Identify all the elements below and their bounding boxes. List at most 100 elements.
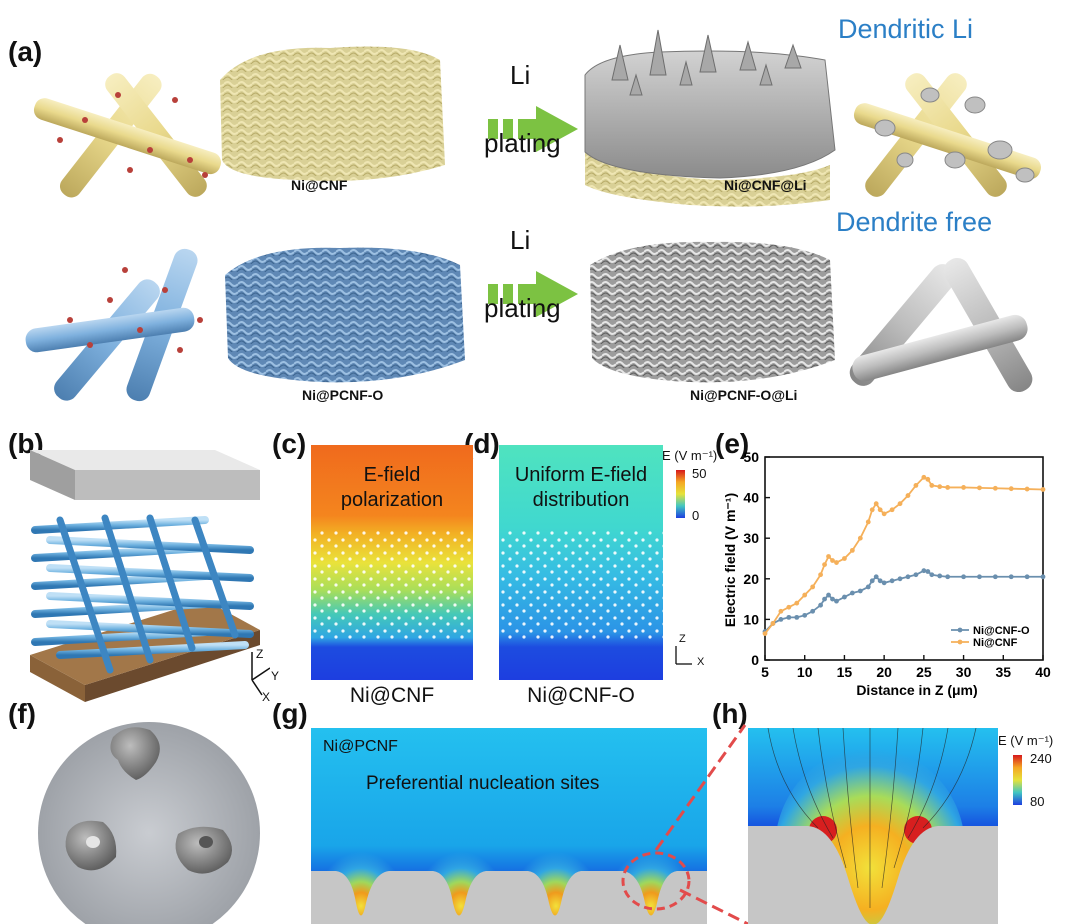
panel-label-c: (c) [272,428,307,459]
y-tick-label: 20 [743,571,759,587]
colorbar-d-title: E (V m⁻¹) [662,448,718,463]
series-point-0 [889,578,895,584]
y-tick-label: 10 [743,611,759,627]
panel-b-illustration [30,450,270,702]
x-tick-label: 15 [837,664,853,680]
arrow2-bottom-label: plating [484,293,561,323]
panel-g-field-map [311,728,707,924]
dendritic-li-title: Dendritic Li [838,14,974,44]
series-point-1 [889,507,895,513]
series-point-1 [881,511,887,517]
series-point-1 [925,476,931,482]
panel-label-h: (h) [712,698,748,729]
y-tick-label: 50 [743,449,759,465]
plating-arrow-2 [488,271,578,317]
arrow1-bottom-label: plating [484,128,561,158]
series-point-0 [992,574,998,580]
series-point-1 [849,547,855,553]
axis-d-x: X [697,656,705,668]
series-point-0 [921,568,927,574]
axis-d-z: Z [679,633,686,645]
series-point-1 [786,604,792,610]
panel-d-caption: Ni@CNF-O [527,684,635,707]
ni-cnf-li-caption: Ni@CNF@Li [724,177,807,193]
blue-fiber-triangle [25,248,203,402]
series-point-0 [778,617,784,622]
series-point-0 [977,574,982,580]
x-tick-label: 35 [995,664,1011,680]
series-point-0 [857,588,863,594]
series-point-1 [762,631,768,637]
y-tick-label: 40 [743,490,759,506]
y-tick-label: 30 [743,530,759,546]
colorbar-h-min: 80 [1030,794,1045,809]
colorbar-h [1013,755,1022,805]
series-point-0 [1024,574,1030,580]
series-point-0 [826,592,831,598]
legend-marker-0 [957,627,963,633]
series-point-1 [905,493,911,498]
series-point-0 [834,598,839,604]
panel-label-f: (f) [8,698,36,729]
dendritic-fiber-triangle [853,73,1042,197]
series-line-0 [764,569,1043,633]
series-point-0 [1040,574,1046,580]
axis-b-y: Y [271,669,280,683]
ni-pcnf-o-li-caption: Ni@PCNF-O@Li [690,387,798,403]
series-point-0 [822,596,827,602]
series-point-1 [977,485,982,491]
series-point-1 [802,592,808,598]
ni-cnf-mat [220,46,445,181]
y-tick-label: 0 [751,652,759,668]
arrow1-top-label: Li [510,60,531,90]
series-point-1 [937,484,943,490]
series-point-1 [929,483,935,488]
yellow-fiber-triangle [33,73,222,198]
series-point-0 [937,573,943,579]
series-point-1 [794,600,800,606]
dendrite-free-title: Dendrite free [836,207,993,237]
series-point-0 [929,572,935,578]
x-tick-label: 20 [876,664,892,680]
series-point-1 [897,501,903,507]
series-point-0 [905,574,911,580]
series-point-1 [826,554,831,559]
legend-label-1: Ni@CNF [973,637,1018,649]
series-point-0 [842,594,847,600]
series-point-1 [810,584,816,590]
colorbar-d-min: 0 [692,508,700,523]
series-point-0 [877,578,883,584]
ni-cnf-li-block [584,29,836,207]
series-line-1 [764,476,1044,635]
series-point-1 [1008,486,1014,492]
series-point-0 [873,574,879,580]
series-point-1 [865,519,871,525]
series-point-1 [921,474,927,480]
ni-cnf-caption: Ni@CNF [291,177,348,193]
colorbar-h-title: E (V m⁻¹) [998,733,1054,748]
series-point-0 [961,574,966,580]
series-point-0 [897,576,903,582]
axes-d-icon [675,646,692,665]
series-point-1 [822,562,827,567]
series-point-0 [849,590,855,596]
legend-marker-1 [957,639,963,645]
series-point-1 [857,535,863,541]
series-point-1 [913,483,919,488]
series-point-1 [869,507,875,513]
series-point-1 [778,608,784,614]
panel-c-text1: E-field [363,464,421,486]
series-point-0 [786,614,792,620]
plating-arrow-1 [488,106,578,152]
series-point-1 [834,560,839,565]
x-tick-label: 30 [956,664,972,680]
series-point-1 [770,621,776,626]
x-tick-label: 40 [1035,664,1051,680]
panel-h-field-map [748,728,998,924]
series-point-1 [830,558,835,563]
panel-d-text1: Uniform E-field [514,464,648,486]
series-point-0 [810,608,816,614]
chart-frame [764,456,1044,661]
ni-pcnf-o-li-mat [590,241,835,383]
colorbar-h-max: 240 [1030,751,1052,766]
